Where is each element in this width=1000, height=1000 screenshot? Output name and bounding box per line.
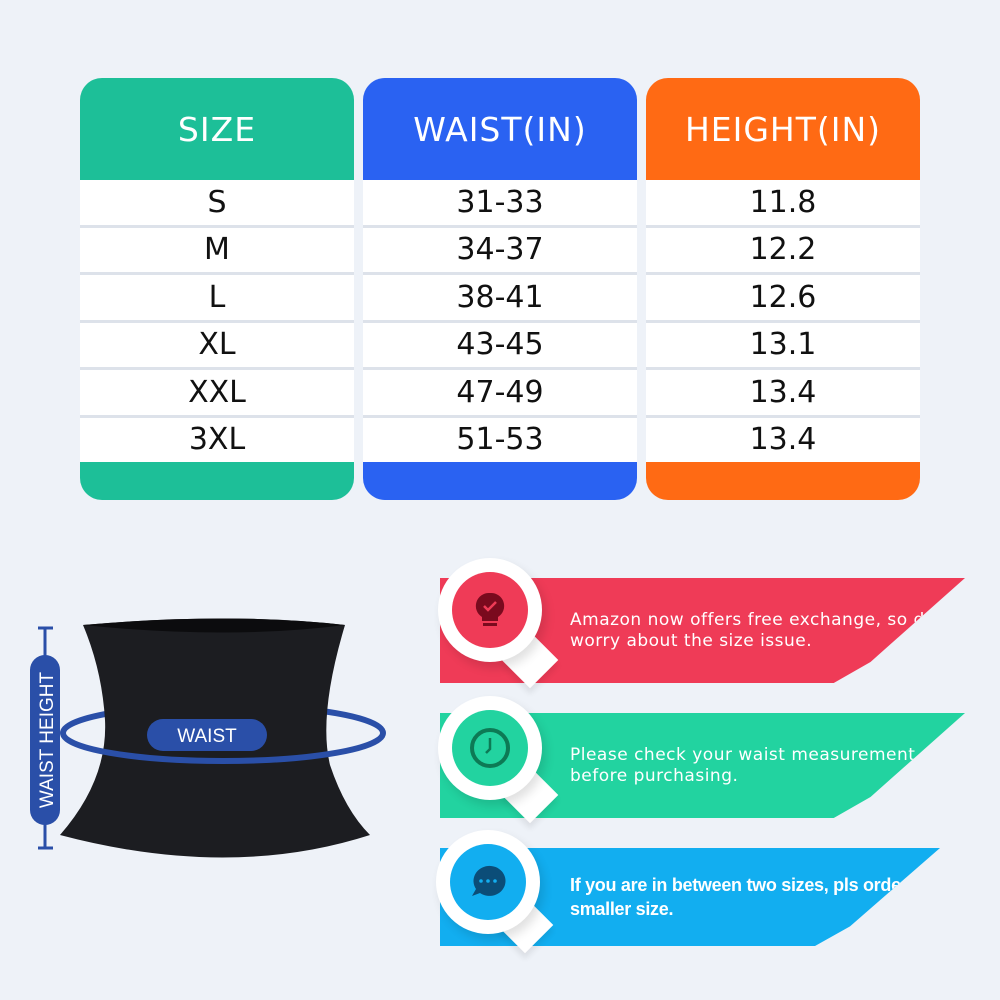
cell: 3XL xyxy=(80,417,354,462)
cell: 11.8 xyxy=(646,180,920,225)
tip-text: Amazon now offers free exchange, so don'… xyxy=(570,609,960,651)
cell: 13.4 xyxy=(646,370,920,415)
column-header: HEIGHT(IN) xyxy=(684,109,882,149)
cell: 31-33 xyxy=(363,180,637,225)
clock-icon xyxy=(452,710,528,786)
height-column: HEIGHT(IN) 11.8 12.2 12.6 13.1 13.4 13.4 xyxy=(646,78,920,500)
cell: XL xyxy=(80,322,354,367)
waist-trainer-diagram: WAIST HEIGHT WAIST xyxy=(30,618,386,858)
waist-height-label: WAIST HEIGHT xyxy=(37,672,58,809)
waist-column: WAIST(IN) 31-33 34-37 38-41 43-45 47-49 … xyxy=(363,78,637,500)
lightbulb-check-icon xyxy=(452,572,528,648)
cell: 13.4 xyxy=(646,417,920,462)
size-column: SIZE S M L XL XXL 3XL xyxy=(80,78,354,500)
waist-label: WAIST xyxy=(177,726,237,747)
cell: L xyxy=(80,275,354,320)
cell: 13.1 xyxy=(646,322,920,367)
cell: 47-49 xyxy=(363,370,637,415)
cell: 51-53 xyxy=(363,417,637,462)
cell: M xyxy=(80,227,354,272)
cell: 38-41 xyxy=(363,275,637,320)
column-header: WAIST(IN) xyxy=(413,109,587,149)
cell: 12.6 xyxy=(646,275,920,320)
cell: 43-45 xyxy=(363,322,637,367)
column-header: SIZE xyxy=(177,109,257,149)
tip-text: If you are in between two sizes, pls ord… xyxy=(570,875,939,919)
waist-ring-front xyxy=(60,732,386,764)
cell: S xyxy=(80,180,354,225)
cell: 12.2 xyxy=(646,227,920,272)
cell: XXL xyxy=(80,370,354,415)
cell: 34-37 xyxy=(363,227,637,272)
chat-bubble-icon xyxy=(450,844,526,920)
tip-text: Please check your waist measurement befo… xyxy=(570,744,916,786)
